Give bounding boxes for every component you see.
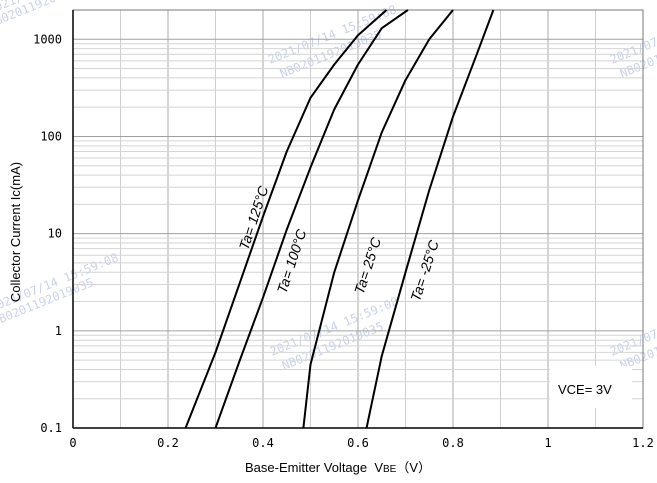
x-axis-title-main: Base-Emitter Voltage V [245, 460, 383, 475]
tick-labels: 0 0.2 0.4 0.6 0.8 1 1.2 0.1 1 10 100 1000 [33, 32, 654, 450]
x-tick-label: 1 [544, 436, 551, 450]
x-axis-title-unit: （V） [396, 460, 431, 475]
x-axis-title: Base-Emitter Voltage VBE（V） [245, 460, 431, 475]
x-tick-label: 0.8 [442, 436, 464, 450]
y-tick-label: 0.1 [40, 421, 62, 435]
series-line [214, 9, 409, 429]
x-tick-label: 0.4 [252, 436, 274, 450]
x-tick-label: 0 [69, 436, 76, 450]
curves [184, 9, 495, 429]
grid [73, 10, 643, 428]
series-line [365, 9, 495, 429]
y-tick-label: 10 [48, 227, 62, 241]
x-axis-title-subscript: BE [383, 464, 397, 475]
series-line [302, 9, 454, 429]
plot-frame [72, 9, 644, 429]
vce-annotation: VCE= 3V [558, 382, 612, 397]
x-tick-label: 0.6 [347, 436, 369, 450]
series-line [184, 9, 388, 429]
x-tick-label: 1.2 [632, 436, 654, 450]
annotation-background [550, 366, 632, 408]
y-tick-label: 1000 [33, 32, 62, 46]
y-axis-title: Collector Current Ic(mA) [8, 162, 23, 302]
y-tick-label: 100 [40, 129, 62, 143]
y-tick-label: 1 [55, 324, 62, 338]
x-tick-label: 0.2 [157, 436, 179, 450]
